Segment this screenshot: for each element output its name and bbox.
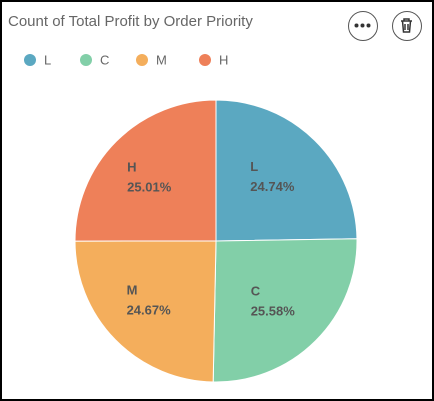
legend-label: C bbox=[100, 52, 109, 67]
slice-label: 24.67% bbox=[127, 303, 172, 318]
legend-swatch bbox=[80, 54, 92, 66]
trash-icon bbox=[401, 18, 412, 33]
legend-swatch bbox=[199, 54, 211, 66]
slice-category: L bbox=[250, 159, 258, 174]
legend-swatch bbox=[136, 54, 148, 66]
pie-slice bbox=[215, 99, 358, 242]
pie-slice bbox=[74, 99, 217, 242]
more-icon bbox=[354, 23, 371, 28]
legend-label: H bbox=[219, 52, 228, 67]
legend-swatch bbox=[24, 54, 36, 66]
pie-slice bbox=[212, 238, 358, 383]
legend-label: M bbox=[156, 52, 167, 67]
pie-slice bbox=[74, 240, 217, 383]
pie: L 24.74% C 25.58% M 24.67% H 25.01% bbox=[74, 99, 358, 383]
slice-category: C bbox=[251, 283, 261, 298]
slice-label: 25.58% bbox=[251, 303, 296, 318]
slice-label: 24.74% bbox=[250, 179, 295, 194]
slice-category: M bbox=[127, 283, 138, 298]
delete-button[interactable] bbox=[392, 11, 422, 41]
more-button[interactable] bbox=[348, 11, 378, 41]
chart-title: Count of Total Profit by Order Priority bbox=[8, 13, 253, 30]
legend-label: L bbox=[44, 52, 51, 67]
slice-label: 25.01% bbox=[127, 180, 172, 195]
slice-category: H bbox=[127, 160, 136, 175]
